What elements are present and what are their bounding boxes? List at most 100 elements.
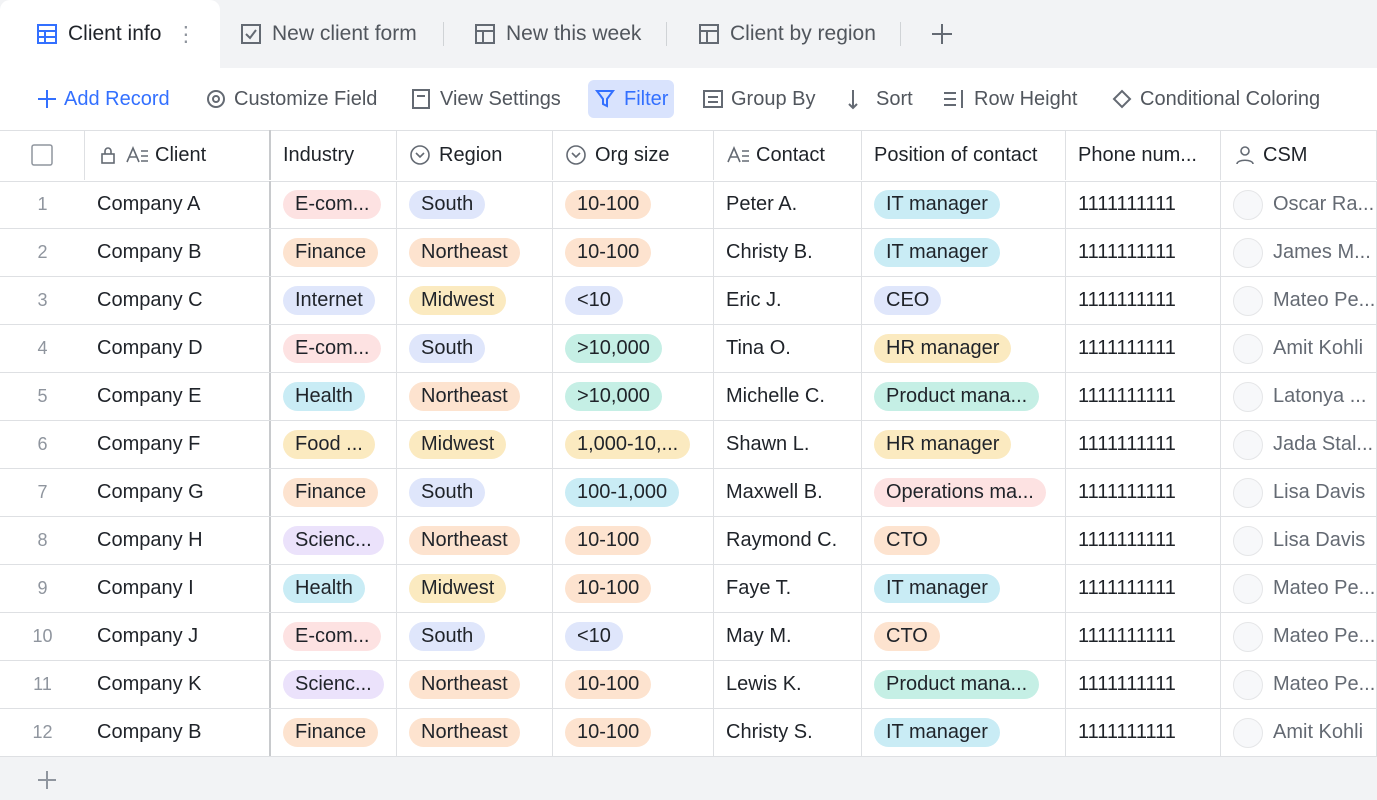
cell[interactable]: Faye T. — [714, 565, 862, 612]
cell[interactable]: 1111111111 — [1066, 277, 1221, 324]
cell[interactable]: Mateo Pe... — [1221, 613, 1377, 660]
cell[interactable]: Company E — [85, 373, 271, 420]
cell[interactable]: Mateo Pe... — [1221, 661, 1377, 708]
cell[interactable]: Health — [271, 565, 397, 612]
cell[interactable]: 1111111111 — [1066, 181, 1221, 228]
tab[interactable]: Client by region — [698, 0, 876, 68]
cell[interactable]: CEO — [862, 277, 1066, 324]
cell[interactable]: 10-100 — [553, 517, 714, 564]
tab[interactable]: Client info ⋮ — [0, 0, 221, 68]
cell[interactable]: Company H — [85, 517, 271, 564]
column-header[interactable]: Phone num... — [1066, 130, 1221, 180]
cell[interactable]: Food ... — [271, 421, 397, 468]
cell[interactable]: Northeast — [397, 661, 553, 708]
cell[interactable]: Northeast — [397, 373, 553, 420]
column-header[interactable]: Region — [397, 130, 553, 180]
cell[interactable]: 100-1,000 — [553, 469, 714, 516]
cell[interactable]: Amit Kohli — [1221, 709, 1377, 756]
toolbar-button[interactable]: Add Record — [30, 80, 176, 118]
toolbar-button[interactable]: Filter — [588, 80, 675, 118]
cell[interactable]: 1111111111 — [1066, 565, 1221, 612]
table-row[interactable]: 10 Company J E-com... South <10 May M. CTO 1111… — [0, 613, 1377, 661]
cell[interactable]: 10-100 — [553, 229, 714, 276]
cell[interactable]: IT manager — [862, 709, 1066, 756]
cell[interactable]: Operations ma... — [862, 469, 1066, 516]
cell[interactable]: Maxwell B. — [714, 469, 862, 516]
column-header[interactable]: CSM — [1221, 130, 1377, 180]
cell[interactable]: South — [397, 181, 553, 228]
toolbar-button[interactable]: Row Height — [936, 80, 1083, 118]
cell[interactable]: IT manager — [862, 565, 1066, 612]
cell[interactable]: 1111111111 — [1066, 229, 1221, 276]
cell[interactable]: Midwest — [397, 277, 553, 324]
column-header[interactable]: Client — [85, 130, 271, 180]
table-row[interactable]: 2 Company B Finance Northeast 10-100 Christy … — [0, 229, 1377, 277]
cell[interactable]: Lisa Davis — [1221, 517, 1377, 564]
table-row[interactable]: 12 Company B Finance Northeast 10-100 Christy… — [0, 709, 1377, 757]
table-row[interactable]: 8 Company H Scienc... Northeast 10-100 Raymon… — [0, 517, 1377, 565]
toolbar-button[interactable]: View Settings — [404, 80, 567, 118]
cell[interactable]: Company B — [85, 229, 271, 276]
add-tab[interactable] — [930, 0, 954, 68]
cell[interactable]: Latonya ... — [1221, 373, 1377, 420]
cell[interactable]: Company I — [85, 565, 271, 612]
table-row[interactable]: 6 Company F Food ... Midwest 1,000-10,... Sha… — [0, 421, 1377, 469]
cell[interactable]: Finance — [271, 709, 397, 756]
cell[interactable]: 10-100 — [553, 661, 714, 708]
cell[interactable]: South — [397, 613, 553, 660]
cell[interactable]: 1111111111 — [1066, 421, 1221, 468]
table-row[interactable]: 5 Company E Health Northeast >10,000 Michelle… — [0, 373, 1377, 421]
cell[interactable]: Company C — [85, 277, 271, 324]
cell[interactable]: Lewis K. — [714, 661, 862, 708]
cell[interactable]: Internet — [271, 277, 397, 324]
cell[interactable]: Mateo Pe... — [1221, 565, 1377, 612]
toolbar-button[interactable]: Group By — [695, 80, 821, 118]
cell[interactable]: E-com... — [271, 181, 397, 228]
cell[interactable]: Oscar Ra... — [1221, 181, 1377, 228]
column-header[interactable]: Contact — [714, 130, 862, 180]
table-row[interactable]: 1 Company A E-com... South 10-100 Peter A. IT … — [0, 181, 1377, 229]
cell[interactable]: Northeast — [397, 517, 553, 564]
cell[interactable]: Scienc... — [271, 517, 397, 564]
cell[interactable]: Finance — [271, 229, 397, 276]
cell[interactable]: 1111111111 — [1066, 613, 1221, 660]
cell[interactable]: <10 — [553, 277, 714, 324]
cell[interactable]: James M... — [1221, 229, 1377, 276]
cell[interactable]: 1111111111 — [1066, 325, 1221, 372]
cell[interactable]: South — [397, 325, 553, 372]
cell[interactable]: E-com... — [271, 613, 397, 660]
add-row[interactable] — [36, 769, 58, 791]
cell[interactable]: E-com... — [271, 325, 397, 372]
table-row[interactable]: 3 Company C Internet Midwest <10 Eric J. CEO 11… — [0, 277, 1377, 325]
toolbar-button[interactable]: Sort — [840, 80, 919, 118]
cell[interactable]: Product mana... — [862, 661, 1066, 708]
cell[interactable]: 1111111111 — [1066, 469, 1221, 516]
cell[interactable]: Jada Stal... — [1221, 421, 1377, 468]
cell[interactable]: Health — [271, 373, 397, 420]
cell[interactable]: May M. — [714, 613, 862, 660]
cell[interactable]: Finance — [271, 469, 397, 516]
cell[interactable]: Company J — [85, 613, 271, 660]
toolbar-button[interactable]: Conditional Coloring — [1104, 80, 1326, 118]
cell[interactable]: Northeast — [397, 229, 553, 276]
cell[interactable]: Company D — [85, 325, 271, 372]
cell[interactable]: Christy S. — [714, 709, 862, 756]
cell[interactable]: Midwest — [397, 565, 553, 612]
cell[interactable]: Company G — [85, 469, 271, 516]
cell[interactable]: HR manager — [862, 421, 1066, 468]
cell[interactable]: Midwest — [397, 421, 553, 468]
cell[interactable]: Amit Kohli — [1221, 325, 1377, 372]
cell[interactable]: Lisa Davis — [1221, 469, 1377, 516]
cell[interactable]: Company F — [85, 421, 271, 468]
cell[interactable]: 10-100 — [553, 181, 714, 228]
cell[interactable]: Christy B. — [714, 229, 862, 276]
cell[interactable]: Company K — [85, 661, 271, 708]
cell[interactable]: <10 — [553, 613, 714, 660]
cell[interactable]: 10-100 — [553, 709, 714, 756]
tab[interactable]: New this week — [474, 0, 641, 68]
cell[interactable]: IT manager — [862, 181, 1066, 228]
cell[interactable]: IT manager — [862, 229, 1066, 276]
tab[interactable]: New client form — [240, 0, 417, 68]
column-header[interactable]: Org size — [553, 130, 714, 180]
cell[interactable]: 1111111111 — [1066, 373, 1221, 420]
